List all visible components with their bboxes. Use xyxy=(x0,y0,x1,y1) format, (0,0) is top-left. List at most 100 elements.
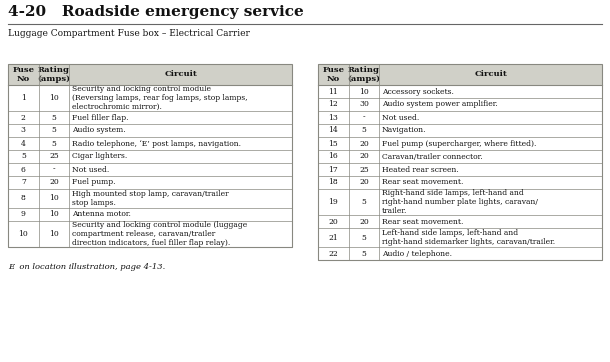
Bar xyxy=(318,189,602,215)
Bar xyxy=(318,215,602,228)
Bar xyxy=(318,98,602,111)
Text: -: - xyxy=(52,165,56,173)
Text: Fuel filler flap.: Fuel filler flap. xyxy=(72,114,128,122)
Text: 5: 5 xyxy=(52,114,57,122)
Bar xyxy=(8,64,292,85)
Bar xyxy=(8,85,292,111)
Text: Security and locking control module
(Reversing lamps, rear fog lamps, stop lamps: Security and locking control module (Rev… xyxy=(72,85,248,111)
Text: Fuel pump.: Fuel pump. xyxy=(72,178,115,186)
Text: 10: 10 xyxy=(49,94,59,102)
Bar xyxy=(8,111,292,124)
Text: 20: 20 xyxy=(359,152,369,160)
Text: 6: 6 xyxy=(21,165,26,173)
Text: Audio / telephone.: Audio / telephone. xyxy=(382,249,452,257)
Text: 7: 7 xyxy=(21,178,26,186)
Text: Security and locking control module (luggage
compartment release, caravan/traile: Security and locking control module (lug… xyxy=(72,221,247,247)
Text: 5: 5 xyxy=(52,139,57,147)
Text: 15: 15 xyxy=(328,139,338,147)
Bar xyxy=(318,247,602,260)
Text: 11: 11 xyxy=(328,88,338,96)
Bar xyxy=(8,124,292,137)
Bar xyxy=(8,208,292,221)
Text: Fuse
No: Fuse No xyxy=(322,66,344,83)
Text: Rating
(amps): Rating (amps) xyxy=(37,66,71,83)
Text: 2: 2 xyxy=(21,114,26,122)
Bar xyxy=(8,137,292,150)
Text: Antenna motor.: Antenna motor. xyxy=(72,210,131,219)
Text: Circuit: Circuit xyxy=(474,71,507,79)
Text: 5: 5 xyxy=(362,126,367,135)
Text: 18: 18 xyxy=(328,178,338,186)
Bar xyxy=(8,64,292,247)
Text: 5: 5 xyxy=(21,152,26,160)
Text: Not used.: Not used. xyxy=(72,165,109,173)
Bar xyxy=(318,150,602,163)
Text: Audio system.: Audio system. xyxy=(72,126,126,135)
Text: 5: 5 xyxy=(52,126,57,135)
Bar xyxy=(318,163,602,176)
Text: 17: 17 xyxy=(328,165,338,173)
Text: Fuse
No: Fuse No xyxy=(12,66,34,83)
Text: 20: 20 xyxy=(328,218,338,226)
Text: Cigar lighters.: Cigar lighters. xyxy=(72,152,127,160)
Text: 20: 20 xyxy=(49,178,59,186)
Text: 20: 20 xyxy=(359,178,369,186)
Bar xyxy=(318,64,602,85)
Text: Right-hand side lamps, left-hand and
right-hand number plate lights, caravan/
tr: Right-hand side lamps, left-hand and rig… xyxy=(382,189,538,215)
Text: 25: 25 xyxy=(359,165,369,173)
Text: 19: 19 xyxy=(328,198,338,206)
Text: High mounted stop lamp, caravan/trailer
stop lamps.: High mounted stop lamp, caravan/trailer … xyxy=(72,190,229,207)
Text: 25: 25 xyxy=(49,152,59,160)
Text: 22: 22 xyxy=(328,249,338,257)
Bar xyxy=(318,228,602,247)
Bar xyxy=(318,137,602,150)
Text: Audio system power amplifier.: Audio system power amplifier. xyxy=(382,101,498,109)
Text: 21: 21 xyxy=(328,233,338,241)
Text: 4-20   Roadside emergency service: 4-20 Roadside emergency service xyxy=(8,5,304,19)
Text: 10: 10 xyxy=(18,230,28,238)
Text: Rear seat movement.: Rear seat movement. xyxy=(382,178,463,186)
Text: 10: 10 xyxy=(49,230,59,238)
Text: Accessory sockets.: Accessory sockets. xyxy=(382,88,454,96)
Bar xyxy=(8,221,292,247)
Text: Luggage Compartment Fuse box – Electrical Carrier: Luggage Compartment Fuse box – Electrica… xyxy=(8,29,250,38)
Text: 3: 3 xyxy=(21,126,26,135)
Text: 13: 13 xyxy=(328,114,339,122)
Text: Rating
(amps): Rating (amps) xyxy=(348,66,381,83)
Text: Fuel pump (supercharger, where fitted).: Fuel pump (supercharger, where fitted). xyxy=(382,139,536,147)
Text: 14: 14 xyxy=(328,126,338,135)
Text: 30: 30 xyxy=(359,101,369,109)
Bar xyxy=(318,85,602,98)
Text: Heated rear screen.: Heated rear screen. xyxy=(382,165,459,173)
Text: Not used.: Not used. xyxy=(382,114,419,122)
Text: E  on location illustration, page 4-13.: E on location illustration, page 4-13. xyxy=(8,263,165,271)
Text: 20: 20 xyxy=(359,139,369,147)
Text: 10: 10 xyxy=(49,194,59,202)
Text: 12: 12 xyxy=(328,101,338,109)
Text: 10: 10 xyxy=(359,88,369,96)
Text: Navigation.: Navigation. xyxy=(382,126,426,135)
Text: 5: 5 xyxy=(362,249,367,257)
Bar xyxy=(318,111,602,124)
Text: 5: 5 xyxy=(362,198,367,206)
Bar xyxy=(8,150,292,163)
Text: Radio telephone, ‘E’ post lamps, navigation.: Radio telephone, ‘E’ post lamps, navigat… xyxy=(72,139,241,147)
Text: 16: 16 xyxy=(328,152,338,160)
Text: 5: 5 xyxy=(362,233,367,241)
Text: 9: 9 xyxy=(21,210,26,219)
Bar xyxy=(318,124,602,137)
Text: 1: 1 xyxy=(21,94,26,102)
Text: 20: 20 xyxy=(359,218,369,226)
Text: Circuit: Circuit xyxy=(164,71,197,79)
Text: 10: 10 xyxy=(49,210,59,219)
Text: 8: 8 xyxy=(21,194,26,202)
Text: Rear seat movement.: Rear seat movement. xyxy=(382,218,463,226)
Bar xyxy=(318,64,602,260)
Bar xyxy=(8,163,292,176)
Text: 4: 4 xyxy=(21,139,26,147)
Text: Caravan/trailer connector.: Caravan/trailer connector. xyxy=(382,152,483,160)
Bar xyxy=(8,176,292,189)
Text: -: - xyxy=(363,114,365,122)
Bar xyxy=(318,176,602,189)
Text: Left-hand side lamps, left-hand and
right-hand sidemarker lights, caravan/traile: Left-hand side lamps, left-hand and righ… xyxy=(382,229,555,246)
